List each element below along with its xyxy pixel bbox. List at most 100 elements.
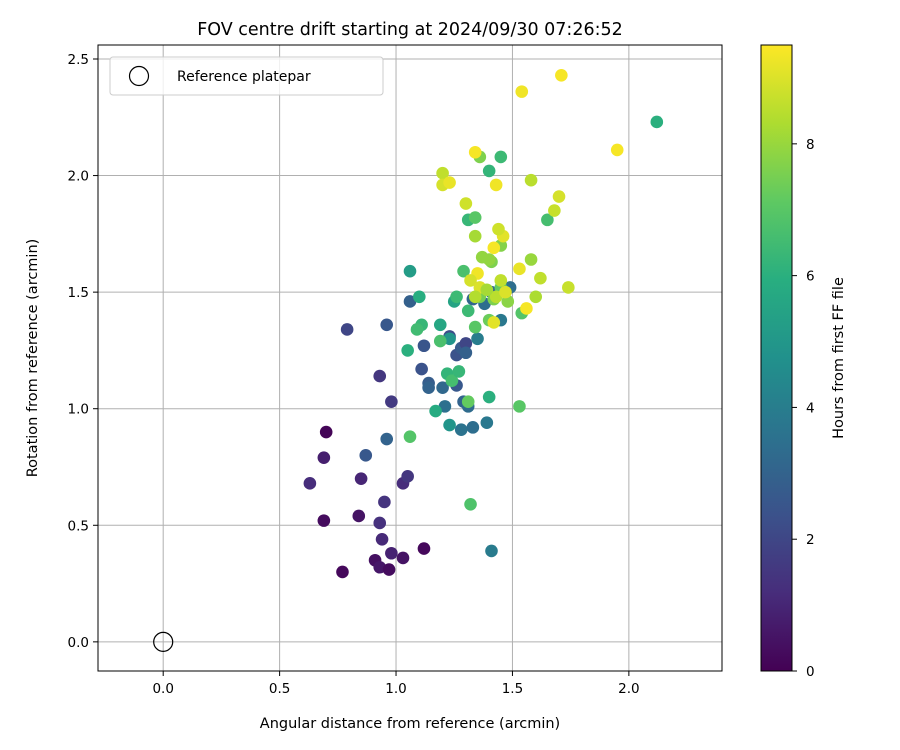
scatter-point <box>380 432 394 446</box>
scatter-point <box>464 274 477 287</box>
scatter-point <box>373 516 387 530</box>
scatter-point <box>413 290 426 304</box>
scatter-point <box>433 334 447 348</box>
scatter-point <box>524 173 538 187</box>
scatter-point <box>489 178 503 192</box>
y-tick-label: 2.0 <box>68 169 89 185</box>
colorbar-tick-label: 2 <box>806 532 815 548</box>
scatter-point <box>303 477 317 490</box>
scatter-point <box>480 416 494 429</box>
legend: Reference platepar <box>109 56 384 96</box>
scatter-point <box>480 283 494 297</box>
scatter-point <box>385 395 398 409</box>
scatter-point <box>378 495 391 509</box>
scatter-point <box>461 395 475 409</box>
scatter-point <box>354 472 368 485</box>
scatter-point <box>468 320 482 334</box>
scatter-point <box>385 546 398 560</box>
x-tick-label: 1.0 <box>385 681 406 697</box>
legend-box <box>109 56 384 96</box>
scatter-point <box>466 421 480 434</box>
scatter-point <box>373 369 387 383</box>
legend-reference-marker <box>128 65 150 87</box>
y-tick-label: 0.0 <box>68 635 89 651</box>
y-axis: 0.0 0.5 1.0 1.5 2.0 2.5 <box>68 52 98 651</box>
colorbar-gradient <box>760 44 793 672</box>
scatter-point <box>562 281 575 294</box>
scatter-point <box>454 423 468 436</box>
scatter-point <box>417 542 431 555</box>
scatter-point <box>401 470 414 483</box>
scatter-point <box>459 197 473 210</box>
scatter-point <box>438 400 452 413</box>
colorbar-tick-label: 8 <box>806 137 815 153</box>
scatter-point <box>443 176 456 189</box>
scatter-point <box>375 532 389 546</box>
scatter-point <box>459 346 473 360</box>
scatter-point <box>552 190 566 203</box>
scatter-point <box>494 150 508 164</box>
scatter-point <box>319 425 333 439</box>
scatter-point <box>443 418 456 432</box>
scatter-point <box>403 430 417 443</box>
scatter-point <box>352 509 366 523</box>
scatter-point <box>433 318 447 332</box>
scatter-point <box>529 290 543 304</box>
scatter-point <box>452 365 466 378</box>
scatter-point <box>650 115 664 129</box>
scatter-point <box>422 381 435 395</box>
colorbar: 0 2 4 6 8 Hours from first FF file <box>760 44 847 680</box>
scatter-point <box>555 69 568 82</box>
scatter-point <box>489 290 503 304</box>
scatter-point <box>436 381 449 395</box>
scatter-point <box>461 304 475 318</box>
scatter-points <box>303 69 664 579</box>
scatter-point <box>492 222 505 236</box>
scatter-point <box>494 274 508 287</box>
scatter-point <box>457 264 470 278</box>
scatter-point <box>482 164 496 178</box>
scatter-point <box>401 344 414 357</box>
colorbar-ticks: 0 2 4 6 8 <box>792 137 815 680</box>
scatter-point <box>450 290 463 304</box>
scatter-point <box>548 204 561 217</box>
scatter-point <box>610 143 624 157</box>
scatter-point <box>459 337 473 350</box>
scatter-point <box>429 404 442 418</box>
scatter-point <box>410 323 424 336</box>
plot-frame <box>97 44 723 672</box>
scatter-point <box>487 241 501 255</box>
colorbar-tick-label: 6 <box>806 269 815 285</box>
scatter-point <box>415 362 428 376</box>
x-tick-label: 1.5 <box>502 681 523 697</box>
scatter-point <box>417 339 431 353</box>
colorbar-tick-label: 4 <box>806 400 815 416</box>
legend-reference-label: Reference platepar <box>177 69 311 85</box>
x-axis-label: Angular distance from reference (arcmin) <box>260 716 560 732</box>
scatter-point <box>317 451 331 464</box>
scatter-point <box>317 514 331 527</box>
x-tick-label: 0.5 <box>269 681 290 697</box>
scatter-point <box>468 290 482 304</box>
scatter-point <box>520 302 533 315</box>
x-tick-label: 2.0 <box>618 681 639 697</box>
x-axis: 0.0 0.5 1.0 1.5 2.0 <box>152 671 640 697</box>
y-tick-label: 1.5 <box>68 285 89 301</box>
reference-platepar-marker <box>153 631 174 652</box>
scatter-point <box>485 544 498 558</box>
scatter-point <box>445 374 459 388</box>
scatter-point <box>513 400 526 413</box>
scatter-point <box>482 390 496 404</box>
scatter-point <box>380 318 394 332</box>
scatter-point <box>524 253 538 266</box>
scatter-point <box>468 211 482 224</box>
y-axis-label: Rotation from reference (arcmin) <box>25 239 41 478</box>
scatter-point <box>403 295 417 308</box>
scatter-point <box>475 250 489 264</box>
chart-title: FOV centre drift starting at 2024/09/30 … <box>197 20 623 40</box>
colorbar-label: Hours from first FF file <box>831 277 847 439</box>
x-tick-label: 0.0 <box>152 681 173 697</box>
scatter-point <box>471 332 484 346</box>
scatter-point <box>436 166 449 180</box>
scatter-point <box>396 551 410 565</box>
